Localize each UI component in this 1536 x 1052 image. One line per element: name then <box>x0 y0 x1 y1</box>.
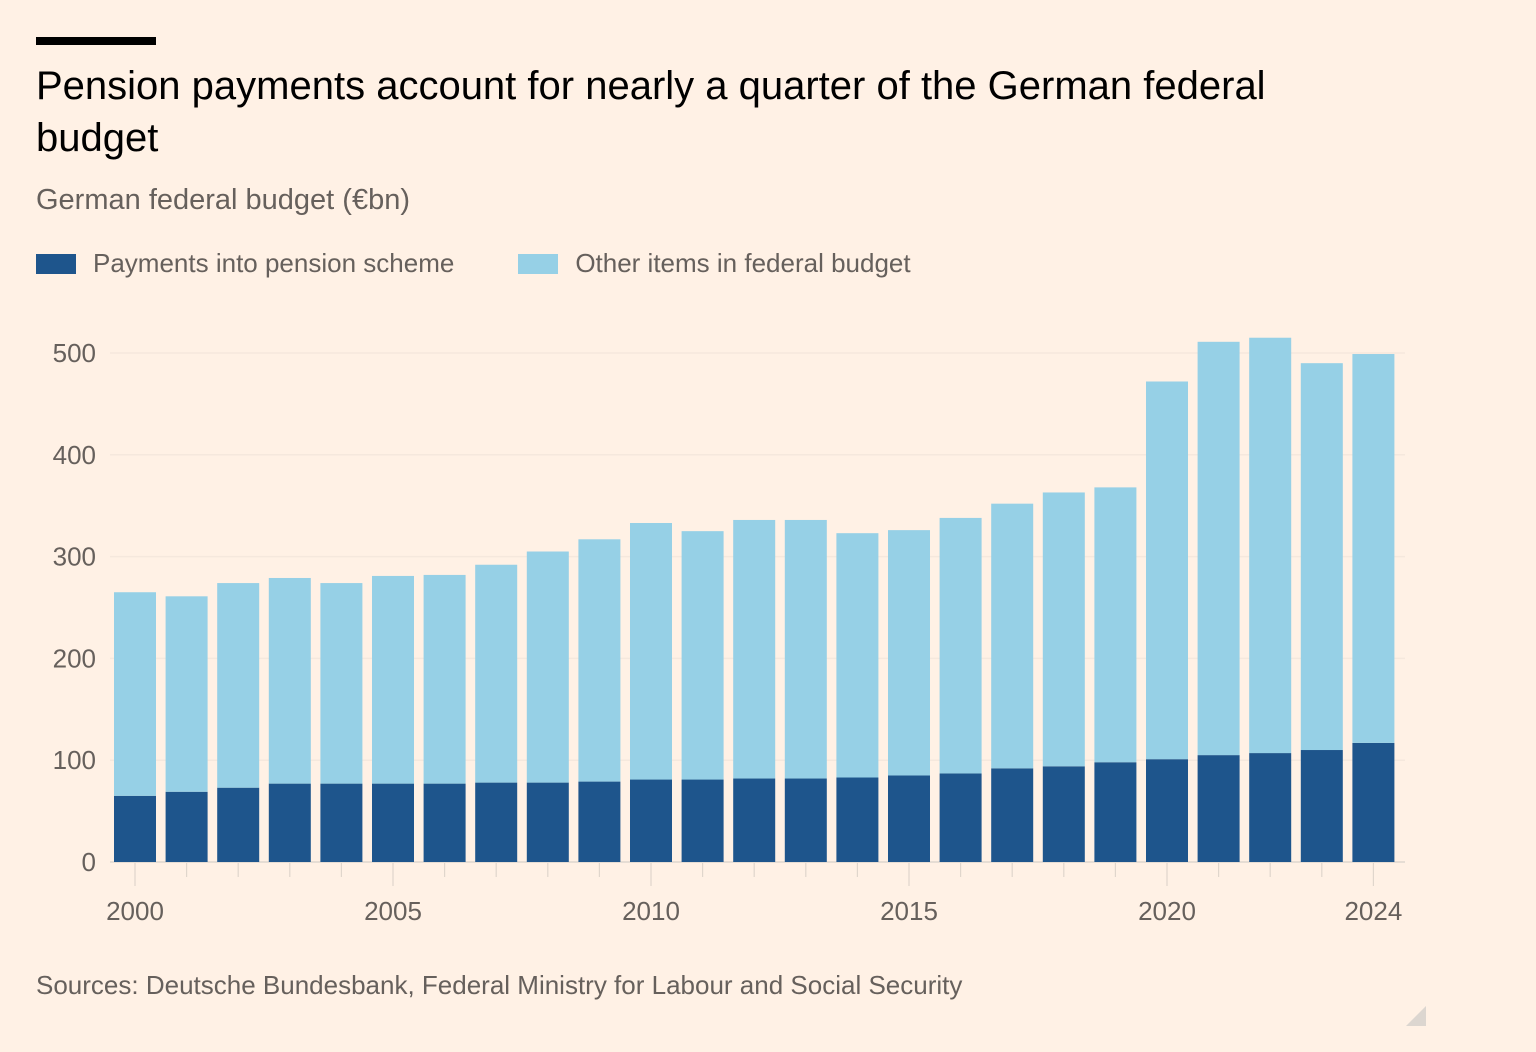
chart-subtitle: German federal budget (€bn) <box>36 184 410 216</box>
bar-pension-2021 <box>1197 755 1240 862</box>
x-tick-label-2020: 2020 <box>1138 896 1196 926</box>
chart-title: Pension payments account for nearly a qu… <box>36 64 1266 160</box>
bar-pension-2015 <box>888 775 930 862</box>
bar-other-2014 <box>836 533 879 778</box>
bar-pension-2005 <box>372 783 414 862</box>
bar-other-2020 <box>1146 381 1188 760</box>
bar-other-2003 <box>268 577 311 784</box>
bar-other-2011 <box>681 531 724 780</box>
bar-pension-2008 <box>526 782 569 862</box>
bar-pension-2006 <box>423 783 466 862</box>
bar-other-2015 <box>888 530 930 776</box>
legend-item-other: Other items in federal budget <box>518 248 911 279</box>
bar-other-2006 <box>423 574 466 784</box>
y-tick-label-200: 200 <box>53 643 96 673</box>
bar-pension-2011 <box>681 779 724 862</box>
x-tick-label-2000: 2000 <box>106 896 164 926</box>
bar-other-2019 <box>1094 487 1137 763</box>
bar-pension-2018 <box>1042 766 1085 862</box>
y-tick-label-400: 400 <box>53 440 96 470</box>
bar-other-2008 <box>526 551 569 783</box>
bar-other-2022 <box>1249 337 1292 754</box>
x-tick-label-2005: 2005 <box>364 896 422 926</box>
legend-swatch-pension <box>36 253 76 274</box>
bar-other-2001 <box>165 596 208 792</box>
y-tick-label-300: 300 <box>53 542 96 572</box>
bar-pension-2004 <box>320 783 363 862</box>
bar-pension-2016 <box>939 773 982 862</box>
bar-other-2012 <box>733 519 776 779</box>
bar-other-2024 <box>1352 354 1395 743</box>
bar-pension-2001 <box>165 791 208 862</box>
bar-pension-2009 <box>578 781 621 862</box>
bar-pension-2010 <box>630 779 672 862</box>
bar-pension-2013 <box>784 778 827 862</box>
x-tick-label-2015: 2015 <box>880 896 938 926</box>
bar-other-2016 <box>939 517 982 774</box>
x-tick-label-2024: 2024 <box>1344 896 1402 926</box>
bar-pension-2014 <box>836 777 879 862</box>
source-note: Sources: Deutsche Bundesbank, Federal Mi… <box>36 970 963 1000</box>
bar-pension-2017 <box>991 768 1034 862</box>
resize-corner-icon <box>1406 1006 1426 1026</box>
legend-swatch-other <box>518 253 559 274</box>
brand-rule <box>36 37 156 45</box>
bar-pension-2022 <box>1249 753 1292 862</box>
bar-pension-2019 <box>1094 762 1137 862</box>
bar-other-2010 <box>630 523 672 780</box>
bar-other-2005 <box>372 575 414 784</box>
bar-pension-2024 <box>1352 742 1395 862</box>
y-tick-label-0: 0 <box>82 847 96 877</box>
legend-label-other: Other items in federal budget <box>575 248 911 278</box>
bar-pension-2002 <box>217 787 260 862</box>
legend-label-pension: Payments into pension scheme <box>93 248 455 278</box>
bar-other-2007 <box>475 564 518 783</box>
bar-other-2009 <box>578 539 621 782</box>
bar-other-2004 <box>320 583 363 784</box>
bar-pension-2020 <box>1146 759 1188 862</box>
y-tick-label-100: 100 <box>53 745 96 775</box>
bar-pension-2012 <box>733 778 776 862</box>
bar-other-2013 <box>784 519 827 779</box>
bar-pension-2000 <box>114 795 156 862</box>
bar-other-2002 <box>217 583 260 788</box>
bar-other-2000 <box>114 592 156 796</box>
y-tick-label-500: 500 <box>53 338 96 368</box>
x-tick-label-2010: 2010 <box>622 896 680 926</box>
legend: Payments into pension scheme Other items… <box>36 248 975 279</box>
legend-item-pension: Payments into pension scheme <box>36 248 454 279</box>
bar-other-2021 <box>1197 341 1240 756</box>
bar-pension-2003 <box>268 783 311 862</box>
bar-other-2018 <box>1042 492 1085 767</box>
stacked-bar-chart: 0 100 200 300 400 500 2000 2005 2010 2015 2020 2024 <box>53 337 1405 926</box>
bar-other-2017 <box>991 503 1034 769</box>
bar-other-2023 <box>1300 363 1343 751</box>
bar-pension-2007 <box>475 782 518 862</box>
bar-pension-2023 <box>1300 750 1343 862</box>
